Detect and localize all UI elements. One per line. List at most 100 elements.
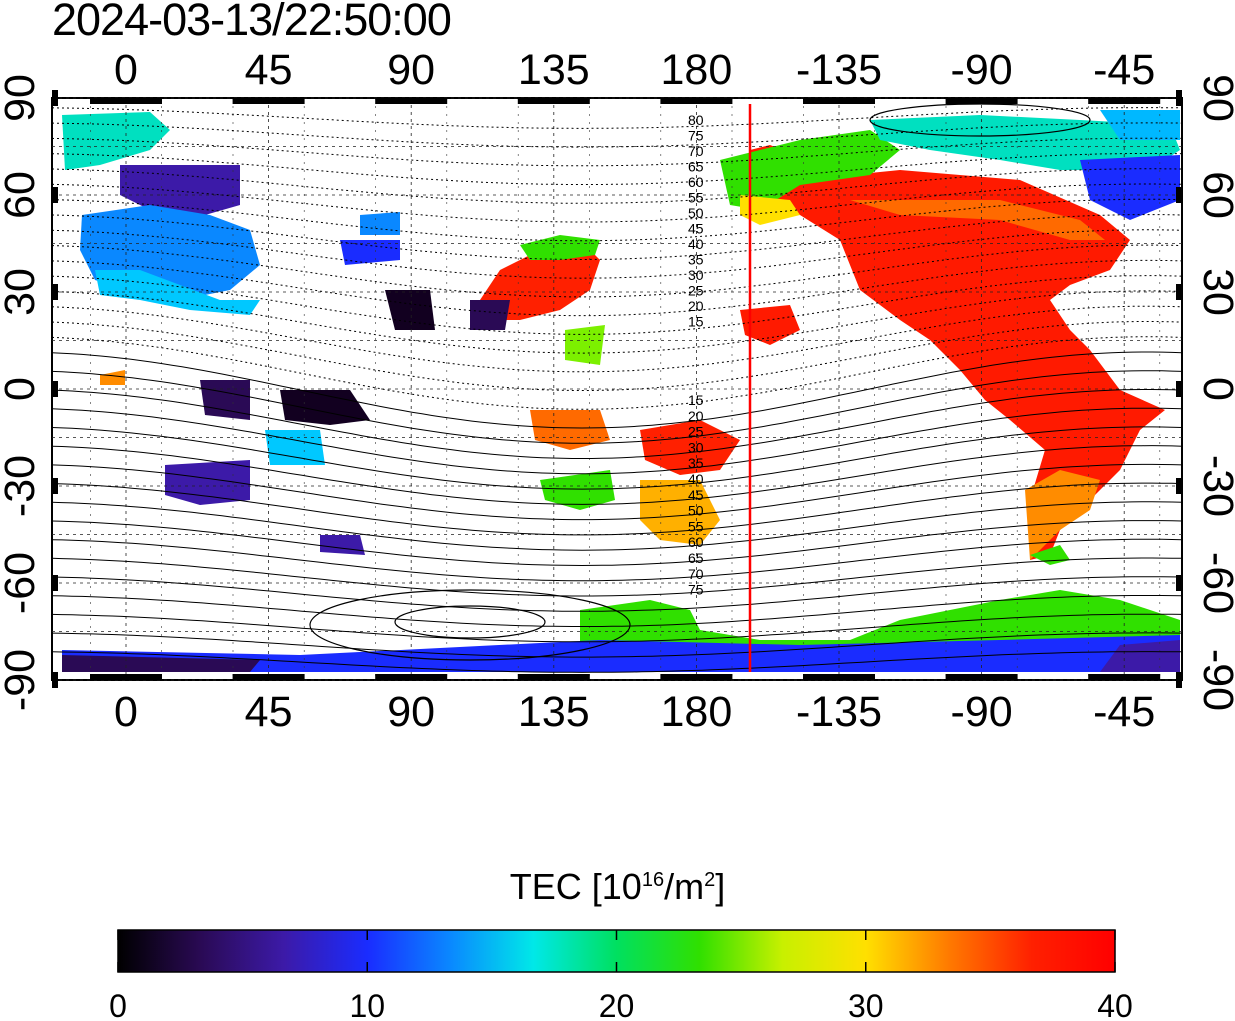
tec-region-central-pacific <box>740 305 800 345</box>
contour-label: 30 <box>688 439 704 455</box>
contour-line <box>51 426 1183 490</box>
lon-tick-top: 180 <box>661 46 733 94</box>
tick-mark <box>52 478 58 494</box>
contour-line <box>51 632 1183 658</box>
contour-label: 15 <box>688 392 704 408</box>
lat-tick-left: 0 <box>0 377 44 401</box>
contour-label: 75 <box>688 582 704 598</box>
tec-region-americas-north-edge <box>850 200 1105 240</box>
contour-label: 50 <box>688 205 704 221</box>
tick-mark <box>803 674 875 680</box>
tick-mark <box>90 674 162 680</box>
contour-label: 70 <box>688 143 704 159</box>
tick-mark <box>1176 187 1182 203</box>
contour-line <box>51 651 1183 673</box>
contour-line <box>51 370 1183 444</box>
contour-line <box>51 122 1183 148</box>
contour-label: 70 <box>688 566 704 582</box>
tec-region-south-america-tip <box>1025 470 1100 560</box>
tick-mark <box>803 98 875 104</box>
colorbar-title: TEC [1016/m2] <box>509 866 726 907</box>
lon-tick-bottom: 180 <box>661 688 733 736</box>
contour-label: 55 <box>688 518 704 534</box>
tick-mark <box>660 674 733 680</box>
tec-region-australia-north <box>530 410 610 450</box>
contour-label: 65 <box>688 159 704 175</box>
lon-tick-bottom: -135 <box>796 688 882 736</box>
tick-mark <box>945 98 1018 104</box>
lon-tick-bottom: -45 <box>1093 688 1155 736</box>
contour-label: 50 <box>688 503 704 519</box>
lat-tick-right: -30 <box>1194 455 1235 517</box>
contour-line <box>51 168 1183 204</box>
tick-mark <box>1176 672 1182 688</box>
tick-mark <box>945 674 1018 680</box>
contour-label: 60 <box>688 174 704 190</box>
tec-data-cells <box>62 110 1180 672</box>
lat-tick-right: 60 <box>1194 171 1235 219</box>
tec-region-south-indian <box>320 535 365 555</box>
tec-region-greenland-east <box>1080 155 1180 220</box>
contour-label: 55 <box>688 190 704 206</box>
lat-tick-left: -60 <box>0 552 44 614</box>
tec-region-arctic-ne <box>1100 110 1180 140</box>
contour-line <box>51 501 1183 551</box>
tick-mark <box>52 575 58 591</box>
tec-region-east-china <box>470 300 510 330</box>
lon-tick-top: -90 <box>951 46 1013 94</box>
lon-tick-top: 135 <box>518 46 590 94</box>
contour-line <box>51 214 1183 261</box>
tec-region-alaska-south <box>740 195 800 225</box>
tec-region-bering <box>720 130 900 210</box>
tick-mark <box>1176 284 1182 300</box>
contour-line <box>51 463 1183 521</box>
tec-region-australia-south <box>540 470 615 510</box>
colorbar-tick-label: 20 <box>599 988 635 1021</box>
lon-tick-top: -45 <box>1093 46 1155 94</box>
tick-mark <box>660 98 733 104</box>
contour-label: 20 <box>688 298 704 314</box>
tec-region-siberia <box>360 212 400 235</box>
tick-mark <box>1176 478 1182 494</box>
tick-mark <box>1176 90 1182 106</box>
contour-label: 20 <box>688 408 704 424</box>
contour-line <box>51 351 1183 429</box>
tec-region-north-atlantic <box>62 112 170 170</box>
contour-line <box>51 389 1183 459</box>
lat-tick-right: 90 <box>1194 74 1235 122</box>
contour-line <box>51 613 1183 643</box>
tick-mark <box>375 674 448 680</box>
contour-pole-south <box>394 605 546 639</box>
colorbar-tick-label: 40 <box>1097 988 1133 1021</box>
contour-line <box>51 336 1183 410</box>
tick-mark <box>232 98 305 104</box>
contour-line <box>51 107 1183 129</box>
contour-label: 25 <box>688 424 704 440</box>
tick-mark <box>232 674 305 680</box>
timestamp-title: 2024-03-13/22:50:00 <box>52 0 452 45</box>
contour-line <box>51 482 1183 536</box>
contour-line <box>51 137 1183 167</box>
lat-tick-left: -90 <box>0 649 44 711</box>
tec-region-central-africa <box>200 380 250 420</box>
lat-tick-right: -90 <box>1194 649 1235 711</box>
tick-mark <box>1176 381 1182 397</box>
tec-region-pacific-islands <box>565 325 605 365</box>
tec-region-scandinavia <box>120 165 240 215</box>
lon-tick-top: 90 <box>387 46 435 94</box>
colorbar-tick-label: 10 <box>349 988 385 1021</box>
tick-mark <box>52 284 58 300</box>
lat-tick-left: 30 <box>0 268 44 316</box>
tec-region-japan-north <box>520 235 600 260</box>
tick-mark <box>517 98 590 104</box>
lat-tick-left: -30 <box>0 455 44 517</box>
contour-line <box>51 198 1183 242</box>
lat-tick-left: 90 <box>0 74 44 122</box>
contour-label: 25 <box>688 283 704 299</box>
tec-region-new-zealand <box>640 480 720 545</box>
contour-label: 35 <box>688 252 704 268</box>
tick-mark <box>1088 674 1161 680</box>
contour-line <box>51 321 1183 391</box>
